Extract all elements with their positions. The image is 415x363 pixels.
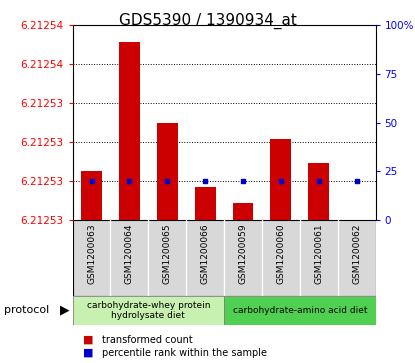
Bar xyxy=(73,296,224,325)
Bar xyxy=(195,187,215,220)
Text: ■: ■ xyxy=(83,335,93,345)
Text: carbohydrate-whey protein
hydrolysate diet: carbohydrate-whey protein hydrolysate di… xyxy=(87,301,210,320)
Bar xyxy=(224,296,376,325)
Bar xyxy=(157,123,178,220)
Text: GDS5390 / 1390934_at: GDS5390 / 1390934_at xyxy=(119,13,296,29)
Text: GSM1200060: GSM1200060 xyxy=(276,223,286,284)
Point xyxy=(315,178,322,184)
Point xyxy=(202,178,208,184)
Text: percentile rank within the sample: percentile rank within the sample xyxy=(102,348,267,358)
Text: transformed count: transformed count xyxy=(102,335,193,345)
Text: protocol: protocol xyxy=(4,305,49,315)
Text: GSM1200062: GSM1200062 xyxy=(352,223,361,284)
Point xyxy=(164,178,171,184)
Text: GSM1200064: GSM1200064 xyxy=(125,223,134,284)
Text: carbohydrate-amino acid diet: carbohydrate-amino acid diet xyxy=(232,306,367,315)
Bar xyxy=(119,42,140,220)
Bar xyxy=(233,203,254,220)
Text: GSM1200066: GSM1200066 xyxy=(201,223,210,284)
Point xyxy=(353,178,360,184)
Text: ■: ■ xyxy=(83,348,93,358)
Point xyxy=(88,178,95,184)
Text: ▶: ▶ xyxy=(60,304,70,317)
Point xyxy=(240,178,247,184)
Bar xyxy=(308,163,329,220)
Bar xyxy=(271,139,291,220)
Point xyxy=(126,178,133,184)
Text: GSM1200063: GSM1200063 xyxy=(87,223,96,284)
Bar xyxy=(81,171,102,220)
Text: GSM1200065: GSM1200065 xyxy=(163,223,172,284)
Text: GSM1200059: GSM1200059 xyxy=(239,223,247,284)
Text: GSM1200061: GSM1200061 xyxy=(314,223,323,284)
Point xyxy=(278,178,284,184)
